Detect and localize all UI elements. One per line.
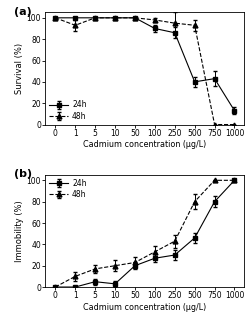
Legend: 24h, 48h: 24h, 48h [48,177,88,201]
Text: (a): (a) [14,7,31,17]
Y-axis label: Immobility (%): Immobility (%) [15,200,24,262]
Legend: 24h, 48h: 24h, 48h [48,99,88,122]
X-axis label: Cadmium concentration (μg/L): Cadmium concentration (μg/L) [83,140,207,149]
Text: (b): (b) [14,169,32,179]
Y-axis label: Survival (%): Survival (%) [15,43,24,94]
X-axis label: Cadmium concentration (μg/L): Cadmium concentration (μg/L) [83,303,207,312]
